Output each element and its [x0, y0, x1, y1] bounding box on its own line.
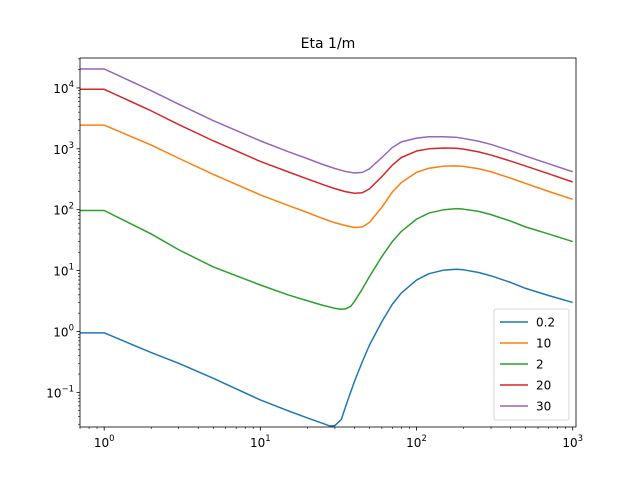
y-tick-label-exponent: −1: [61, 384, 74, 394]
y-tick-label: 104: [53, 80, 74, 96]
legend-label-4: 30: [536, 400, 551, 414]
x-tick-label: 102: [406, 434, 427, 450]
legend-label-3: 20: [536, 379, 551, 393]
y-tick-label-base: 10: [53, 265, 68, 279]
series-line-3: [80, 88, 573, 195]
legend: 0.2 10 2 20 30: [493, 308, 570, 421]
legend-box: [493, 308, 570, 421]
x-tick-label-base: 10: [94, 436, 109, 450]
series-line-0: [80, 268, 573, 427]
x-tick-label: 100: [94, 434, 115, 450]
x-tick-label-base: 10: [562, 436, 577, 450]
x-tick-label-exponent: 1: [265, 434, 270, 444]
y-tick-label-exponent: 3: [69, 141, 74, 151]
x-tick-label-exponent: 0: [109, 434, 114, 444]
y-tick-label-base: 10: [53, 204, 68, 218]
x-tick-label-base: 10: [406, 436, 421, 450]
y-tick-label: 102: [53, 202, 74, 218]
y-tick-label: 10−1: [46, 384, 74, 400]
legend-label-1: 10: [536, 337, 551, 351]
y-tick-label-exponent: 1: [69, 263, 74, 273]
y-tick-label: 103: [53, 141, 74, 157]
y-tick-label: 101: [53, 263, 74, 279]
chart-title: Eta 1/m: [301, 36, 356, 52]
x-tick-label: 103: [562, 434, 583, 450]
x-tick-label-exponent: 2: [421, 434, 426, 444]
series-line-1: [80, 124, 573, 229]
series-line-4: [80, 68, 573, 174]
x-tick-label: 101: [250, 434, 271, 450]
x-tick-label-base: 10: [250, 436, 265, 450]
y-tick-label-base: 10: [53, 82, 68, 96]
y-tick-label-base: 10: [53, 325, 68, 339]
y-tick-label-exponent: 2: [69, 202, 74, 212]
x-tick-label-exponent: 3: [578, 434, 583, 444]
series-line-2: [80, 207, 573, 310]
legend-label-2: 2: [536, 358, 544, 372]
y-tick-label-exponent: 0: [69, 323, 74, 333]
y-tick-label-base: 10: [46, 386, 61, 400]
y-tick-label: 100: [53, 323, 74, 339]
series-group: [80, 68, 573, 427]
axes-frame: [79, 57, 577, 428]
y-tick-label-base: 10: [53, 143, 68, 157]
legend-label-0: 0.2: [536, 316, 555, 330]
y-tick-label-exponent: 4: [69, 80, 74, 90]
